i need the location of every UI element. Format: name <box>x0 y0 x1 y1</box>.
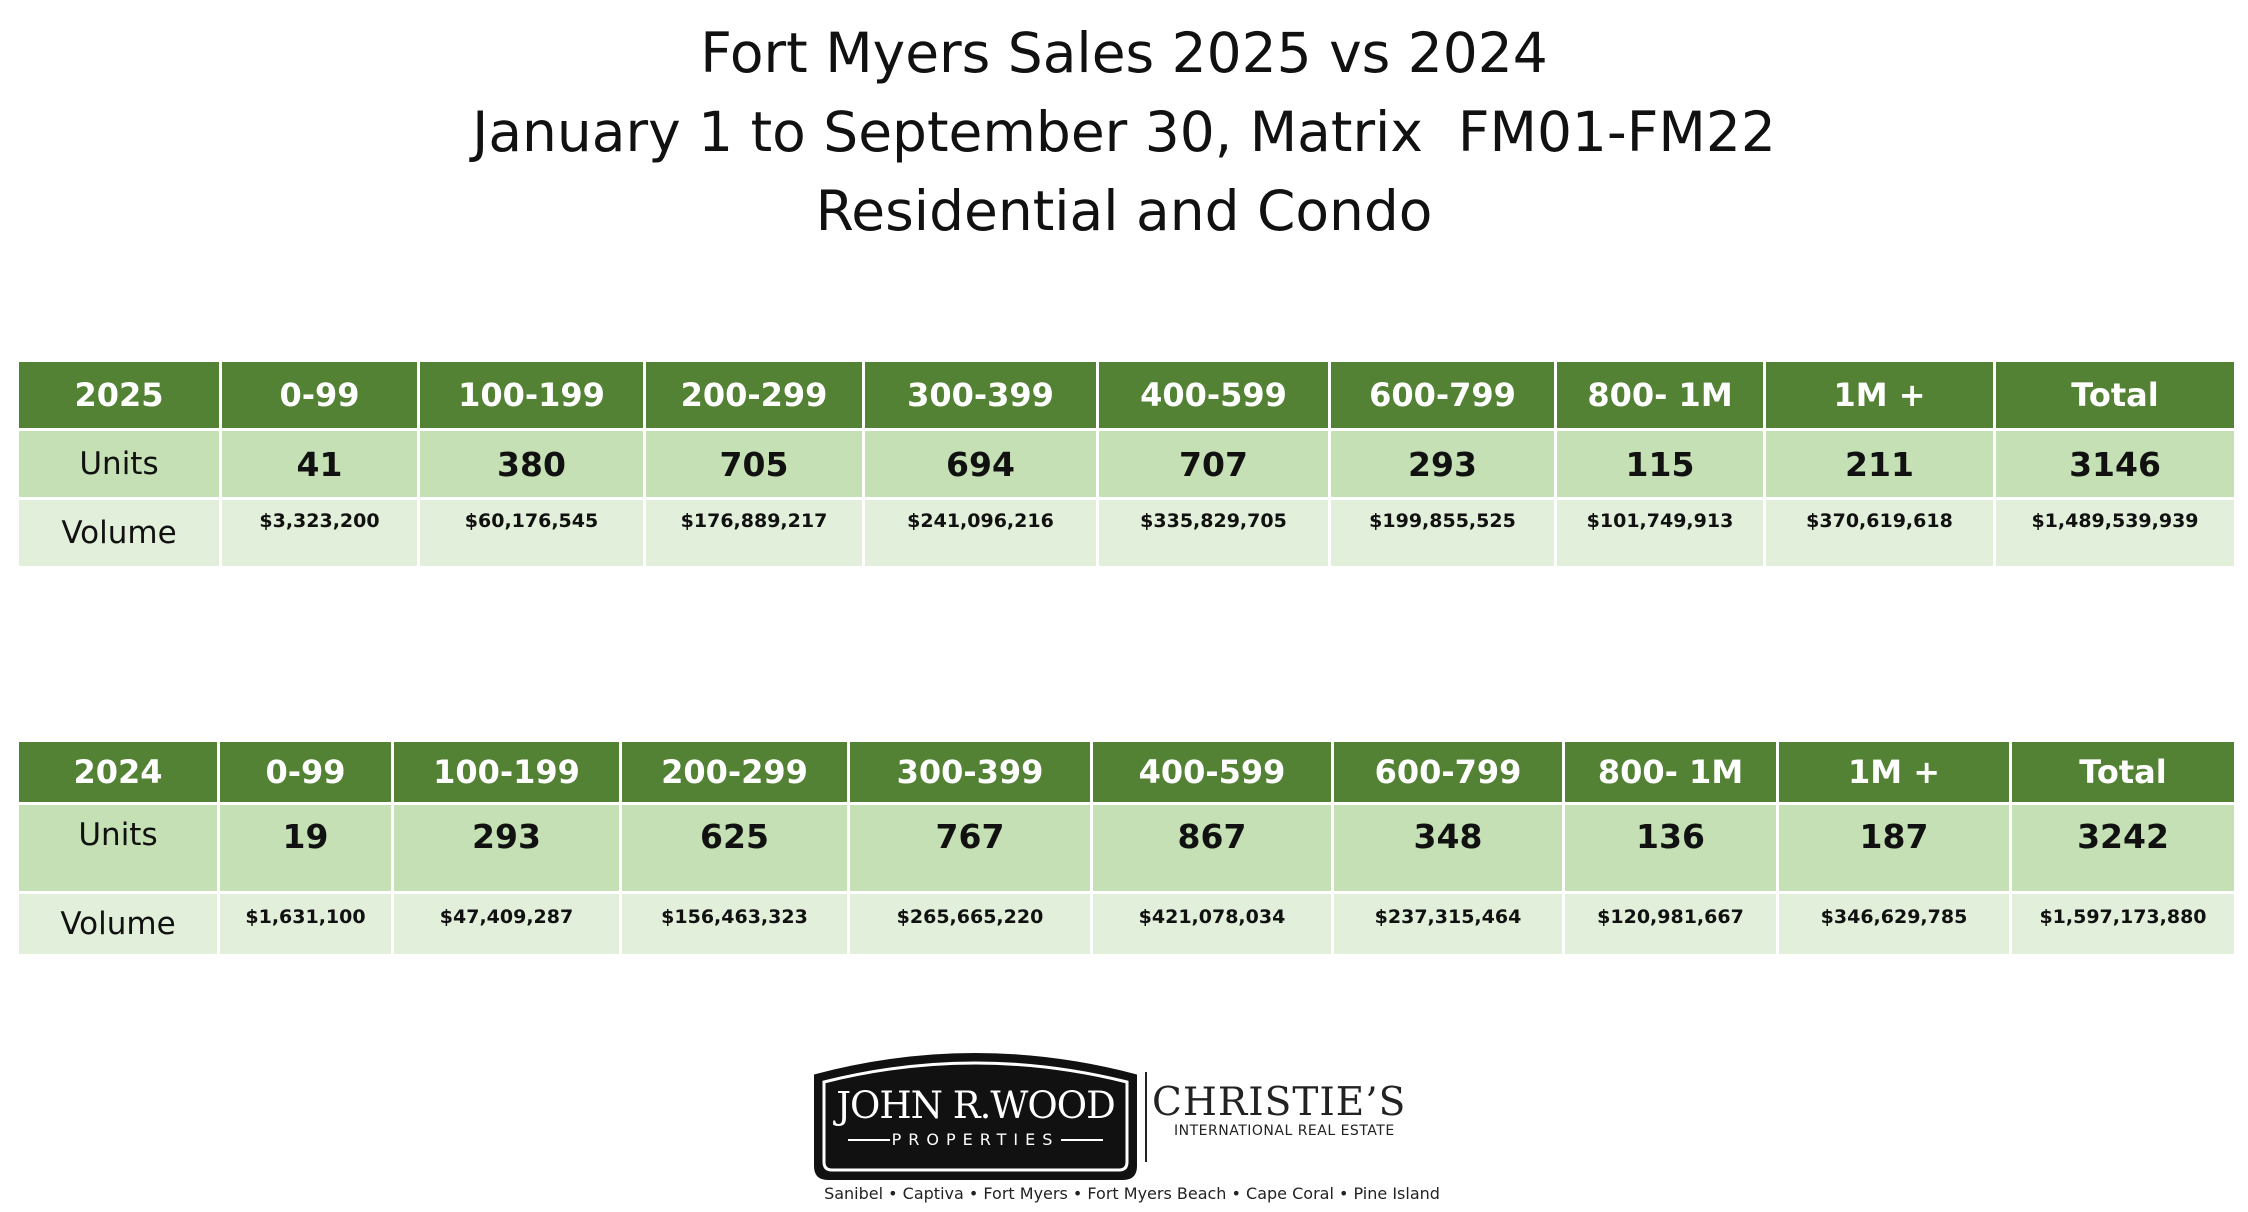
column-header: 400-599 <box>1096 359 1331 431</box>
units-cell: 187 <box>1776 802 2012 894</box>
volume-cell: $265,665,220 <box>847 891 1093 957</box>
table-header-row: 2024 0-99 100-199 200-299 300-399 400-59… <box>16 739 2237 805</box>
column-header: 600-799 <box>1328 359 1557 431</box>
volume-cell: $237,315,464 <box>1331 891 1565 957</box>
table-header-row: 2025 0-99 100-199 200-299 300-399 400-59… <box>16 359 2237 431</box>
column-header: 800- 1M <box>1562 739 1779 805</box>
volume-cell: $335,829,705 <box>1096 497 1331 569</box>
volume-cell: $176,889,217 <box>643 497 865 569</box>
title-line-1: Fort Myers Sales 2025 vs 2024 <box>700 21 1548 85</box>
units-cell: 694 <box>862 428 1099 500</box>
units-cell: 3146 <box>1993 428 2237 500</box>
volume-cell: $120,981,667 <box>1562 891 1779 957</box>
units-cell: 705 <box>643 428 865 500</box>
units-cell: 19 <box>217 802 394 894</box>
title-line-3: Residential and Condo <box>815 179 1433 243</box>
column-header: 1M + <box>1776 739 2012 805</box>
column-header: 1M + <box>1763 359 1996 431</box>
title-line-2: January 1 to September 30, Matrix FM01-F… <box>472 100 1776 164</box>
column-header: Total <box>2009 739 2237 805</box>
column-header: 0-99 <box>219 359 420 431</box>
column-header: 0-99 <box>217 739 394 805</box>
badge-shape-icon <box>814 1053 1137 1180</box>
units-label: Units <box>16 802 220 894</box>
locations-tagline: Sanibel • Captiva • Fort Myers • Fort My… <box>824 1184 1440 1203</box>
volume-cell: $1,597,173,880 <box>2009 891 2237 957</box>
volume-row: Volume $3,323,200 $60,176,545 $176,889,2… <box>16 497 2237 569</box>
volume-cell: $47,409,287 <box>391 891 622 957</box>
volume-cell: $1,489,539,939 <box>1993 497 2237 569</box>
sales-table-2025: 2025 0-99 100-199 200-299 300-399 400-59… <box>16 359 2237 569</box>
volume-cell: $421,078,034 <box>1090 891 1334 957</box>
column-header: 100-199 <box>417 359 646 431</box>
badge-subtitle: PROPERTIES <box>891 1130 1060 1149</box>
brand-logo: JOHN R.WOOD PROPERTIES CHRISTIE’S INTERN… <box>812 1040 1452 1210</box>
units-cell: 767 <box>847 802 1093 894</box>
units-row: Units 41 380 705 694 707 293 115 211 314… <box>16 428 2237 500</box>
volume-cell: $199,855,525 <box>1328 497 1557 569</box>
units-row: Units 19 293 625 767 867 348 136 187 324… <box>16 802 2237 894</box>
units-cell: 3242 <box>2009 802 2237 894</box>
units-cell: 348 <box>1331 802 1565 894</box>
year-header: 2024 <box>16 739 220 805</box>
volume-cell: $60,176,545 <box>417 497 646 569</box>
units-cell: 115 <box>1554 428 1766 500</box>
report-title: Fort Myers Sales 2025 vs 2024 January 1 … <box>0 14 2248 251</box>
units-cell: 380 <box>417 428 646 500</box>
volume-cell: $3,323,200 <box>219 497 420 569</box>
year-header: 2025 <box>16 359 222 431</box>
column-header: 100-199 <box>391 739 622 805</box>
units-cell: 867 <box>1090 802 1334 894</box>
units-cell: 211 <box>1763 428 1996 500</box>
john-r-wood-badge: JOHN R.WOOD PROPERTIES <box>812 1042 1139 1182</box>
volume-cell: $101,749,913 <box>1554 497 1766 569</box>
units-cell: 293 <box>1328 428 1557 500</box>
column-header: 200-299 <box>643 359 865 431</box>
volume-cell: $156,463,323 <box>619 891 850 957</box>
volume-cell: $1,631,100 <box>217 891 394 957</box>
units-cell: 41 <box>219 428 420 500</box>
units-label: Units <box>16 428 222 500</box>
units-cell: 625 <box>619 802 850 894</box>
column-header: 600-799 <box>1331 739 1565 805</box>
christies-wordmark: CHRISTIE’S <box>1152 1080 1407 1125</box>
volume-cell: $370,619,618 <box>1763 497 1996 569</box>
volume-label: Volume <box>16 891 220 957</box>
units-cell: 136 <box>1562 802 1779 894</box>
volume-cell: $346,629,785 <box>1776 891 2012 957</box>
christies-subtitle: INTERNATIONAL REAL ESTATE <box>1174 1123 1395 1139</box>
logo-divider <box>1145 1072 1147 1162</box>
units-cell: 707 <box>1096 428 1331 500</box>
column-header: 400-599 <box>1090 739 1334 805</box>
sales-table-2024: 2024 0-99 100-199 200-299 300-399 400-59… <box>16 739 2237 957</box>
volume-cell: $241,096,216 <box>862 497 1099 569</box>
column-header: 800- 1M <box>1554 359 1766 431</box>
units-cell: 293 <box>391 802 622 894</box>
badge-name: JOHN R.WOOD <box>836 1084 1116 1127</box>
column-header: 300-399 <box>847 739 1093 805</box>
column-header: 200-299 <box>619 739 850 805</box>
column-header: Total <box>1993 359 2237 431</box>
volume-row: Volume $1,631,100 $47,409,287 $156,463,3… <box>16 891 2237 957</box>
column-header: 300-399 <box>862 359 1099 431</box>
volume-label: Volume <box>16 497 222 569</box>
